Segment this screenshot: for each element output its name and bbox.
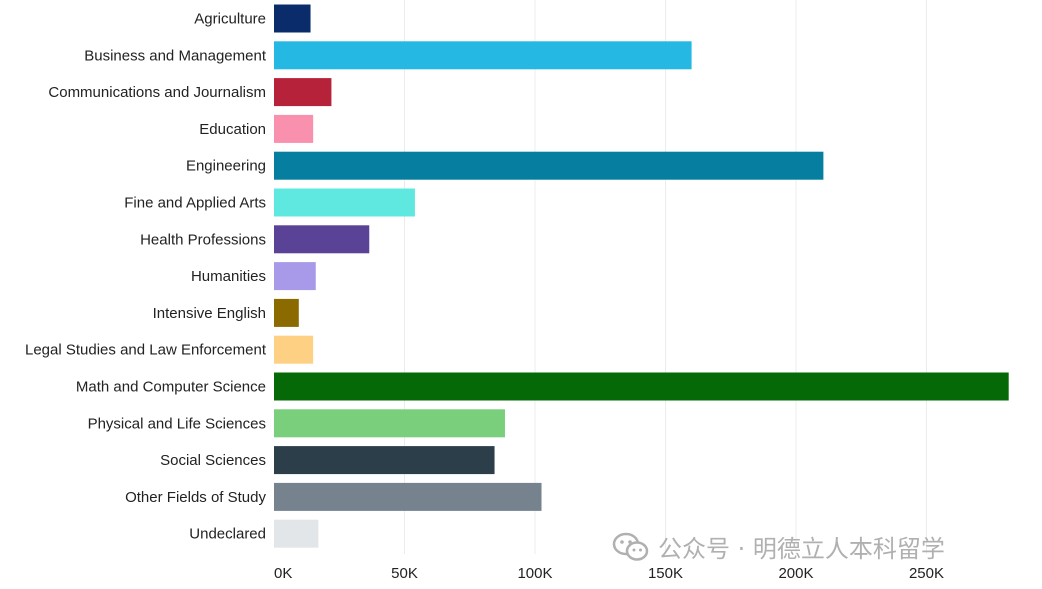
x-tick-label: 200K [778,565,813,582]
bar[interactable] [274,298,299,327]
bar[interactable] [274,188,415,217]
category-label: Math and Computer Science [76,379,266,396]
x-tick-label: 100K [517,565,552,582]
category-label: Education [199,121,266,138]
bar[interactable] [274,114,314,143]
category-label: Humanities [191,268,266,285]
category-label: Legal Studies and Law Enforcement [25,342,267,359]
bar[interactable] [274,225,370,254]
bar[interactable] [274,482,542,511]
category-label: Agriculture [194,11,266,28]
bar[interactable] [274,519,319,548]
bar[interactable] [274,409,505,438]
category-label: Health Professions [140,231,266,248]
category-label: Intensive English [153,305,266,322]
bar[interactable] [274,151,824,180]
category-label: Undeclared [189,526,266,543]
x-tick-label: 0K [274,565,292,582]
category-label: Physical and Life Sciences [88,415,266,432]
x-tick-label: 250K [909,565,944,582]
category-label: Communications and Journalism [48,84,266,101]
category-label: Engineering [186,158,266,175]
bar[interactable] [274,41,692,70]
bar[interactable] [274,78,332,107]
bar[interactable] [274,335,314,364]
bar[interactable] [274,4,311,33]
category-label: Fine and Applied Arts [124,195,266,212]
category-label: Business and Management [84,47,267,64]
category-label: Social Sciences [160,452,266,469]
category-label: Other Fields of Study [125,489,266,506]
x-tick-label: 50K [391,565,418,582]
bar[interactable] [274,372,1009,401]
bar[interactable] [274,446,495,475]
bar[interactable] [274,262,316,291]
x-tick-label: 150K [648,565,683,582]
